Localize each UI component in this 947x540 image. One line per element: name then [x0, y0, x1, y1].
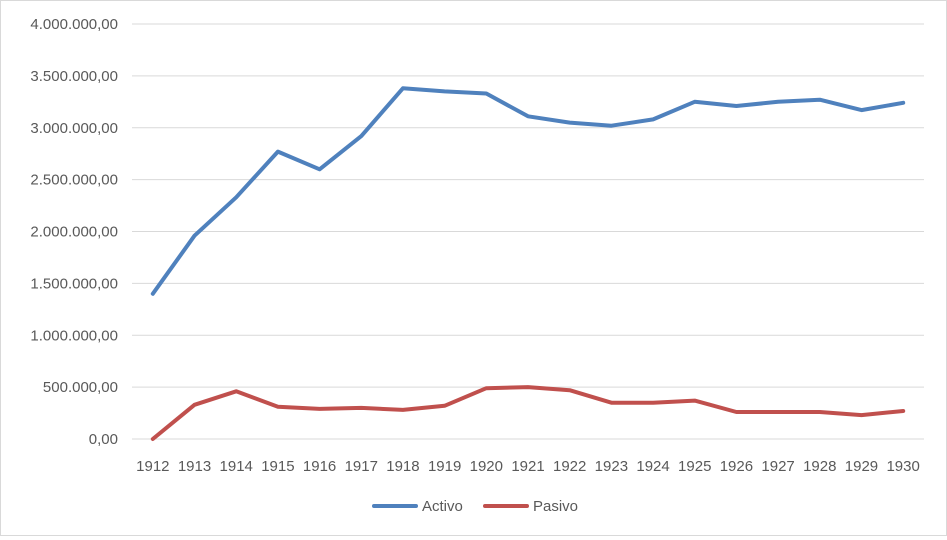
x-tick-label: 1921 — [511, 458, 544, 475]
series-lines — [153, 88, 904, 439]
x-tick-label: 1914 — [220, 458, 253, 475]
x-tick-label: 1912 — [136, 458, 169, 475]
y-tick-label: 0,00 — [89, 431, 118, 448]
y-tick-label: 1.000.000,00 — [30, 327, 118, 344]
legend-label-pasivo: Pasivo — [533, 498, 578, 515]
y-tick-label: 500.000,00 — [43, 379, 118, 396]
y-tick-label: 1.500.000,00 — [30, 275, 118, 292]
x-tick-label: 1917 — [345, 458, 378, 475]
series-line-activo — [153, 88, 903, 293]
x-tick-label: 1913 — [178, 458, 211, 475]
x-tick-label: 1922 — [553, 458, 586, 475]
x-tick-label: 1924 — [636, 458, 669, 475]
y-tick-label: 4.000.000,00 — [30, 16, 118, 33]
x-axis-tick-labels: 1912 1913 1914 1915 1916 1917 1918 1919 1920 1921… — [136, 458, 920, 475]
x-tick-label: 1916 — [303, 458, 336, 475]
y-tick-label: 3.500.000,00 — [30, 68, 118, 85]
legend: Activo Pasivo — [374, 498, 578, 515]
x-tick-label: 1919 — [428, 458, 461, 475]
y-axis-tick-labels: 0,00 500.000,00 1.000.000,00 1.500.000,00 2.… — [30, 16, 118, 448]
y-tick-label: 3.000.000,00 — [30, 120, 118, 137]
series-line-pasivo — [153, 387, 903, 439]
x-tick-label: 1923 — [595, 458, 628, 475]
x-tick-label: 1918 — [386, 458, 419, 475]
x-tick-label: 1920 — [470, 458, 503, 475]
y-tick-label: 2.000.000,00 — [30, 224, 118, 241]
x-tick-label: 1927 — [761, 458, 794, 475]
x-tick-label: 1929 — [845, 458, 878, 475]
gridlines — [132, 24, 924, 439]
x-tick-label: 1930 — [886, 458, 919, 475]
legend-label-activo: Activo — [422, 498, 463, 515]
x-tick-label: 1925 — [678, 458, 711, 475]
y-tick-label: 2.500.000,00 — [30, 172, 118, 189]
x-tick-label: 1926 — [720, 458, 753, 475]
x-tick-label: 1928 — [803, 458, 836, 475]
x-tick-label: 1915 — [261, 458, 294, 475]
